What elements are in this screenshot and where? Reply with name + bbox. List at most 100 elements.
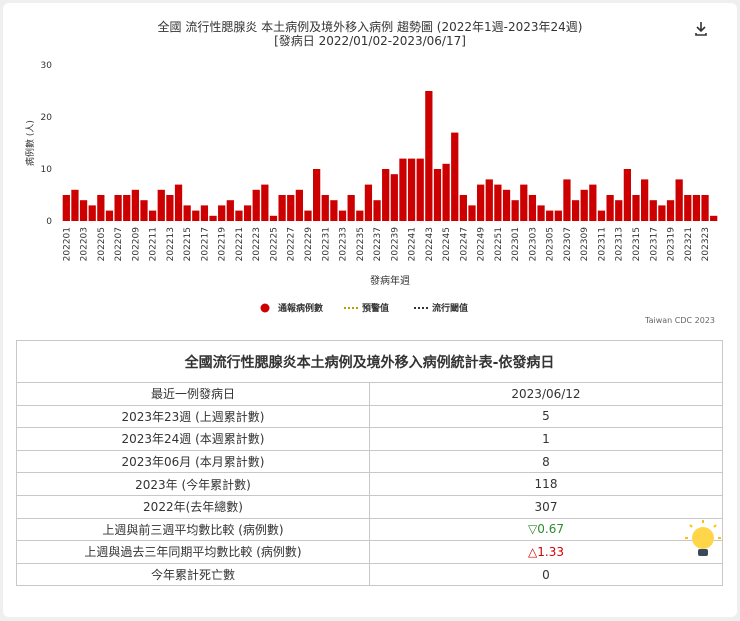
bar	[71, 189, 79, 221]
bar	[330, 200, 338, 221]
bar	[511, 200, 519, 221]
x-tick-label: 202209	[131, 227, 141, 262]
bar	[364, 184, 373, 221]
bar	[278, 195, 286, 221]
bar	[252, 189, 260, 221]
bar	[649, 200, 657, 221]
y-axis-title: 病例數 (人)	[24, 120, 36, 166]
bar	[537, 205, 545, 221]
x-tick-label: 202229	[304, 227, 314, 262]
x-tick-label: 202243	[425, 227, 435, 261]
download-button[interactable]	[695, 22, 707, 36]
bar	[580, 189, 588, 221]
bar	[338, 210, 347, 221]
download-icon[interactable]	[695, 22, 707, 36]
bar	[304, 210, 312, 221]
row-value: △1.33	[369, 540, 723, 564]
x-tick-label: 202247	[459, 227, 469, 261]
bar	[382, 169, 390, 221]
bar	[563, 179, 571, 221]
bar	[675, 179, 683, 221]
bar	[399, 158, 407, 221]
bar	[131, 189, 139, 221]
bar	[528, 195, 537, 221]
bar	[641, 179, 649, 221]
row-label: 上週與過去三年同期平均數比較 (病例數)	[16, 540, 370, 564]
bar	[62, 195, 70, 221]
bar	[615, 200, 623, 221]
bar	[347, 195, 355, 221]
bar	[269, 215, 278, 221]
bar	[261, 184, 269, 221]
x-tick-label: 202225	[269, 227, 279, 261]
bar	[468, 205, 476, 221]
x-tick-label: 202251	[494, 227, 504, 261]
table-row: 上週與過去三年同期平均數比較 (病例數) △1.33	[16, 540, 723, 564]
bar	[226, 200, 234, 221]
x-tick-label: 202215	[183, 227, 193, 261]
bar	[174, 184, 183, 221]
bar	[684, 195, 692, 221]
bar	[589, 184, 597, 221]
x-tick-label: 202303	[528, 227, 538, 261]
x-tick-label: 202219	[218, 227, 228, 262]
table-row: 2023年23週 (上週累計數) 5	[16, 404, 723, 429]
x-tick-label: 202211	[149, 227, 159, 261]
row-value: 1	[369, 427, 723, 451]
x-tick-label: 202239	[390, 227, 400, 262]
chart: 全國 流行性腮腺炎 本土病例及境外移入病例 趨勢圖 (2022年1週-2023年…	[24, 19, 718, 325]
bar	[97, 195, 105, 221]
x-tick-label: 202301	[511, 227, 521, 261]
table-row: 上週與前三週平均數比較 (病例數) ▽0.67	[16, 517, 723, 542]
bar	[425, 91, 433, 221]
table-row: 2023年 (今年累計數) 118	[16, 472, 723, 496]
bar	[485, 179, 493, 221]
x-tick-label: 202321	[684, 227, 694, 261]
bar	[192, 210, 200, 221]
y-tick-label: 30	[41, 61, 53, 71]
bar	[157, 189, 165, 221]
bar	[390, 174, 398, 221]
bar	[235, 210, 243, 221]
row-value: 118	[369, 472, 723, 496]
bar	[554, 210, 562, 221]
x-tick-label: 202217	[200, 227, 210, 261]
x-tick-label: 202203	[80, 227, 90, 261]
row-value: ▽0.67	[369, 517, 723, 542]
bar	[373, 200, 381, 221]
y-tick-label: 20	[41, 113, 53, 123]
table-row: 2023年06月 (本月累計數) 8	[16, 449, 723, 474]
x-tick-label: 202245	[442, 227, 452, 261]
legend-item: 流行閾值	[414, 302, 468, 314]
row-value: 5	[369, 404, 723, 429]
bar	[494, 184, 502, 221]
chart-title: 全國 流行性腮腺炎 本土病例及境外移入病例 趨勢圖 (2022年1週-2023年…	[158, 19, 583, 34]
bar	[666, 200, 675, 221]
bar	[356, 210, 364, 221]
x-tick-label: 202207	[114, 227, 124, 261]
row-value: 0	[369, 562, 723, 587]
x-tick-label: 202201	[62, 227, 72, 261]
bar	[114, 195, 122, 221]
x-tick-label: 202315	[632, 227, 642, 261]
row-value: 307	[369, 494, 723, 519]
row-label: 今年累計死亡數	[16, 562, 370, 587]
x-tick-label: 202319	[667, 227, 677, 262]
x-tick-label: 202307	[563, 227, 573, 261]
bar	[442, 163, 450, 221]
bar	[606, 195, 614, 221]
row-label: 2023年24週 (本週累計數)	[16, 427, 370, 451]
x-tick-label: 202231	[321, 227, 331, 261]
bar	[658, 205, 666, 221]
table-title: 全國流行性腮腺炎本土病例及境外移入病例統計表-依發病日	[16, 340, 723, 383]
bar	[183, 205, 191, 221]
bar	[287, 195, 295, 221]
bar	[459, 195, 467, 221]
row-label: 2023年06月 (本月累計數)	[16, 449, 370, 474]
row-value: 2023/06/12	[369, 382, 723, 406]
legend-label: 流行閾值	[432, 302, 468, 314]
bar	[123, 195, 131, 221]
x-tick-label: 202305	[546, 227, 556, 261]
bar	[416, 158, 424, 221]
